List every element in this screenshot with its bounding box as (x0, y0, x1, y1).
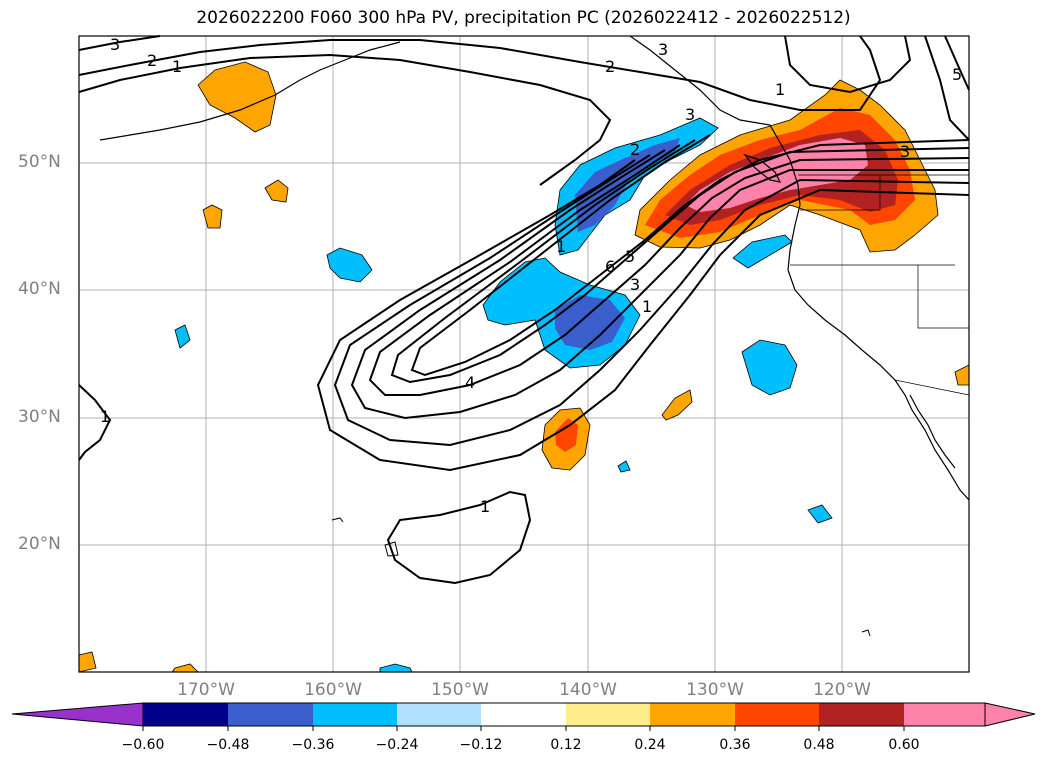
islands (331, 517, 871, 637)
lon-label-140w: 140°W (559, 680, 617, 700)
colorbar-tick-label: −0.48 (206, 737, 250, 753)
colorbar-segment-6 (566, 703, 650, 726)
colorbar-segment-4 (397, 703, 481, 726)
island-guadalupe (861, 629, 871, 637)
coastline-north-america (629, 35, 970, 501)
precip-region-small-blue-4 (174, 324, 191, 349)
contour-label: 3 (110, 35, 120, 54)
contour-label: 3 (658, 40, 668, 59)
pv-contour-north-3 (78, 35, 161, 51)
contour-label: 5 (625, 247, 635, 266)
contour-label: 3 (685, 105, 695, 124)
colorbar-tick-label: 0.60 (888, 737, 920, 753)
state-borders (790, 174, 970, 396)
lon-label-130w: 130°W (686, 680, 744, 700)
colorbar-segment-5 (481, 703, 566, 726)
pv-contours (78, 35, 970, 585)
precip-positive-regions (78, 61, 970, 673)
pv-contour-3 (350, 149, 969, 420)
coastline-baja (909, 394, 956, 469)
island-hawaii (384, 541, 399, 557)
lat-label-50n: 50°N (18, 152, 61, 172)
contour-label: 1 (100, 407, 110, 426)
border-us-mexico (894, 379, 970, 396)
pv-contour-ne-1 (784, 35, 912, 94)
precip-region-small-blue-2 (741, 339, 798, 396)
contour-label: 2 (630, 140, 640, 159)
contour-label: 1 (642, 297, 652, 316)
precip-region-small-2 (264, 179, 289, 203)
map-title: 2026022200 F060 300 hPa PV, precipitatio… (196, 8, 851, 28)
lat-label-30n: 30°N (18, 407, 61, 427)
colorbar-tick-label: 0.12 (550, 737, 582, 753)
precip-region-alaska-orange (197, 61, 277, 133)
pv-contour-hawaii-loop (386, 490, 532, 585)
lon-label-160w: 160°W (304, 680, 362, 700)
colorbar-tick-label: −0.12 (459, 737, 503, 753)
colorbar-segment-1 (143, 703, 228, 726)
map-frame (78, 35, 970, 673)
precip-region-small-1 (202, 204, 223, 229)
pv-contour-1-outer (316, 159, 970, 472)
contour-label: 1 (775, 80, 785, 99)
colorbar-extend-max (904, 703, 1035, 726)
colorbar (11, 702, 1036, 731)
colorbar-tick-label: −0.36 (291, 737, 335, 753)
precip-region-small-blue-6 (379, 663, 413, 673)
border-ca-nv (917, 265, 969, 329)
contour-label: 3 (900, 142, 910, 161)
colorbar-ticks (142, 726, 905, 731)
lon-label-170w: 170°W (177, 680, 235, 700)
pv-contour-4 (368, 144, 970, 396)
precip-region-mid-blue-dark (555, 295, 625, 350)
pv-contour-6 (410, 134, 970, 377)
contour-label: 4 (465, 373, 475, 392)
colorbar-segment-8 (735, 703, 819, 726)
colorbar-segment-2 (228, 703, 313, 726)
contour-labels: 3 2 1 2 3 1 2 1 6 5 3 1 4 1 1 3 3 5 (100, 35, 962, 516)
contour-label: 2 (605, 57, 615, 76)
colorbar-tick-label: 0.36 (719, 737, 751, 753)
precip-region-small-blue-5 (807, 504, 833, 524)
contour-label: 6 (605, 257, 615, 276)
lat-label-40n: 40°N (18, 279, 61, 299)
colorbar-body-outline (142, 702, 986, 727)
pv-contour-ne-2 (924, 35, 970, 141)
pv-contour-west-1 (78, 384, 112, 461)
contour-label: 2 (147, 51, 157, 70)
colorbar-tick-label: 0.48 (803, 737, 835, 753)
lat-label-20n: 20°N (18, 534, 61, 554)
colorbar-segment-9 (819, 703, 904, 726)
contour-label: 1 (172, 57, 182, 76)
precip-region-small-blue-7 (617, 460, 631, 473)
pv-contour-north-1 (78, 53, 612, 186)
contour-label: 5 (952, 65, 962, 84)
colorbar-extend-min (11, 702, 144, 727)
colorbar-max-outline (984, 702, 1036, 727)
precip-region-subtropic-red (555, 418, 578, 452)
coastlines (99, 35, 970, 501)
contour-label: 3 (630, 275, 640, 294)
precip-region-small-3 (661, 389, 693, 421)
contour-label: 1 (556, 237, 566, 256)
lon-label-120w: 120°W (813, 680, 871, 700)
pv-contour-2 (333, 154, 970, 447)
colorbar-tick-label: −0.24 (375, 737, 419, 753)
colorbar-segment-7 (650, 703, 735, 726)
contour-label: 1 (480, 497, 490, 516)
map-panel: 3 2 1 2 3 1 2 1 6 5 3 1 4 1 1 3 3 5 (78, 35, 970, 673)
pv-contour-ne-3 (944, 35, 970, 91)
colorbar-tick-label: 0.24 (634, 737, 666, 753)
island-hawaii-small (331, 517, 344, 523)
lon-label-150w: 150°W (431, 680, 489, 700)
precip-region-small-blue-1 (326, 247, 373, 283)
border-wa-or (800, 175, 881, 211)
colorbar-tick-label: −0.60 (121, 737, 165, 753)
pv-contour-north-2 (78, 35, 882, 111)
colorbar-segment-3 (313, 703, 397, 726)
